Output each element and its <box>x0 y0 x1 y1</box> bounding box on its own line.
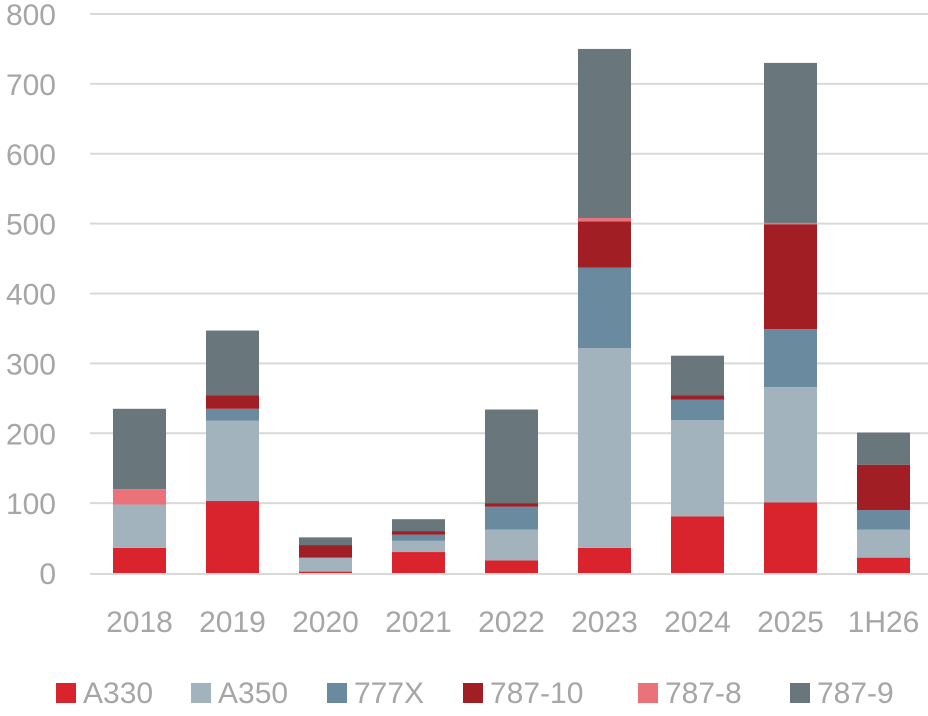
bar-segment-777x-2019 <box>206 408 259 421</box>
bar-segment-a350-2025 <box>764 387 817 503</box>
legend-swatch <box>638 683 658 703</box>
bar-segment-a350-2021 <box>392 540 445 553</box>
legend-item-787-10: 787-10 <box>463 677 583 710</box>
legend-swatch <box>327 683 347 703</box>
legend-label: 777X <box>354 677 424 710</box>
y-tick-label: 200 <box>6 418 56 451</box>
bar-segment-787-10-2025 <box>764 224 817 330</box>
bar-segment-777x-2025 <box>764 329 817 388</box>
bar-segment-777x-2024 <box>671 399 724 420</box>
bar-segment-a330-1h26 <box>857 557 910 573</box>
legend-swatch <box>191 683 211 703</box>
x-tick-label: 1H26 <box>848 606 920 639</box>
bar-segment-a330-2024 <box>671 516 724 573</box>
bar-segment-787-10-1h26 <box>857 464 910 511</box>
y-tick-label: 400 <box>6 279 56 312</box>
y-tick-label: 100 <box>6 488 56 521</box>
bar-segment-a350-2019 <box>206 420 259 502</box>
bar-segment-787-9-2023 <box>578 48 631 219</box>
x-tick-label: 2019 <box>199 606 266 639</box>
bar-segment-787-8-2023 <box>578 218 631 222</box>
legend-label: A350 <box>218 677 288 710</box>
x-tick-label: 2021 <box>385 606 452 639</box>
bar-segment-a350-1h26 <box>857 529 910 558</box>
bar-segment-787-10-2023 <box>578 221 631 268</box>
legend-item-777x: 777X <box>327 677 424 710</box>
bar-segment-777x-2023 <box>578 267 631 349</box>
bars <box>113 48 910 573</box>
bar-segment-787-9-2022 <box>485 409 538 504</box>
bar-segment-777x-1h26 <box>857 510 910 530</box>
bar-segment-777x-2022 <box>485 506 538 530</box>
bar-segment-787-10-2024 <box>671 395 724 400</box>
bar-segment-787-10-2020 <box>299 545 352 558</box>
bar-segment-a350-2018 <box>113 504 166 548</box>
x-tick-label: 2022 <box>478 606 545 639</box>
legend-item-a330: A330 <box>56 677 153 710</box>
legend-item-a350: A350 <box>191 677 288 710</box>
legend-swatch <box>463 683 483 703</box>
bar-segment-787-9-2025 <box>764 62 817 223</box>
bar-segment-787-10-2022 <box>485 503 538 507</box>
bar-segment-a330-2020 <box>299 571 352 573</box>
bar-segment-787-9-2018 <box>113 408 166 490</box>
bar-segment-787-8-2018 <box>113 489 166 505</box>
bar-segment-787-9-1h26 <box>857 432 910 465</box>
y-tick-label: 600 <box>6 139 56 172</box>
bar-segment-a330-2019 <box>206 501 259 573</box>
y-tick-label: 0 <box>39 558 56 591</box>
legend: A330 A350 777X 787-10 787-8 787-9 <box>56 677 894 710</box>
y-tick-label: 700 <box>6 69 56 102</box>
y-tick-label: 800 <box>6 0 56 32</box>
x-axis-tick-labels: 2018 2019 2020 2021 2022 2023 2024 2025 1H26 <box>106 606 919 639</box>
bar-segment-a350-2023 <box>578 348 631 548</box>
bar-segment-a350-2024 <box>671 419 724 517</box>
bar-segment-a350-2020 <box>299 557 352 572</box>
bar-segment-787-9-2021 <box>392 519 445 532</box>
bar-segment-787-10-2019 <box>206 395 259 409</box>
x-tick-label: 2024 <box>664 606 731 639</box>
bar-segment-a330-2023 <box>578 547 631 573</box>
legend-label: 787-10 <box>490 677 583 710</box>
legend-swatch <box>56 683 76 703</box>
bar-segment-a350-2022 <box>485 529 538 561</box>
bar-segment-777x-2021 <box>392 534 445 541</box>
bar-segment-787-9-2019 <box>206 330 259 396</box>
bar-segment-787-10-2021 <box>392 531 445 535</box>
legend-label: 787-9 <box>817 677 894 710</box>
bar-segment-a330-2022 <box>485 560 538 573</box>
legend-item-787-9: 787-9 <box>790 677 894 710</box>
legend-label: 787-8 <box>665 677 742 710</box>
legend-swatch <box>790 683 810 703</box>
x-tick-label: 2020 <box>292 606 359 639</box>
legend-item-787-8: 787-8 <box>638 677 742 710</box>
x-tick-label: 2025 <box>757 606 824 639</box>
x-tick-label: 2023 <box>571 606 638 639</box>
bar-segment-a330-2025 <box>764 502 817 573</box>
bar-segment-a330-2018 <box>113 547 166 573</box>
y-tick-label: 300 <box>6 348 56 381</box>
bar-segment-787-9-2020 <box>299 537 352 546</box>
x-tick-label: 2018 <box>106 606 173 639</box>
y-tick-label: 500 <box>6 209 56 242</box>
bar-segment-787-9-2024 <box>671 355 724 396</box>
bar-segment-787-8-2025 <box>764 222 817 225</box>
legend-label: A330 <box>83 677 153 710</box>
bar-segment-a330-2021 <box>392 552 445 573</box>
y-axis-tick-labels: 0 100 200 300 400 500 600 700 800 <box>6 0 56 591</box>
